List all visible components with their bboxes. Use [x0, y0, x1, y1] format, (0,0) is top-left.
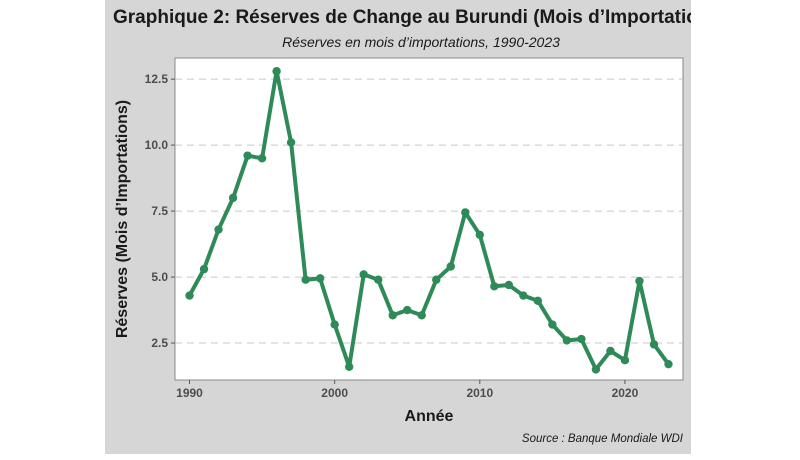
data-point [388, 311, 397, 320]
y-tick-label: 5.0 [151, 270, 168, 284]
y-axis-title: Réserves (Mois d’Importations) [114, 100, 131, 338]
data-point [199, 264, 209, 274]
data-point [432, 275, 441, 284]
x-axis-title: Année [405, 408, 454, 425]
chart-panel: Graphique 2: Réserves de Change au Burun… [105, 0, 691, 454]
data-point [620, 356, 630, 365]
gridlines [175, 78, 683, 344]
y-tick-label: 7.5 [151, 204, 168, 218]
chart-caption: Source : Banque Mondiale WDI [522, 433, 684, 445]
data-point [301, 275, 310, 284]
data-point [359, 270, 368, 279]
y-tick-label: 2.5 [151, 336, 168, 350]
data-point [649, 340, 659, 349]
data-point [664, 359, 673, 369]
x-axis-ticks: 1990 2000 2010 2020 [176, 380, 639, 400]
data-point [243, 151, 252, 160]
x-tick-label: 2020 [612, 386, 639, 400]
data-point [591, 365, 601, 374]
data-point [519, 291, 528, 300]
series-points [185, 66, 673, 374]
data-point [257, 154, 267, 163]
data-point [461, 208, 470, 217]
data-point [533, 296, 543, 306]
data-point [344, 362, 354, 372]
data-point [548, 320, 557, 329]
data-point [315, 274, 325, 283]
data-point [606, 346, 615, 356]
y-axis-ticks: 2.5 5.0 7.5 10.0 12.5 [145, 72, 175, 350]
data-point [214, 225, 223, 234]
chart: Graphique 2: Réserves de Change au Burun… [113, 7, 691, 445]
data-point [228, 193, 238, 203]
data-point [446, 262, 455, 271]
x-tick-label: 2000 [321, 386, 348, 400]
data-point [504, 280, 514, 290]
data-point [374, 275, 383, 284]
data-point [403, 305, 412, 315]
data-point [286, 138, 296, 147]
data-point [185, 291, 194, 300]
x-tick-label: 1990 [176, 386, 203, 400]
data-point [475, 230, 484, 240]
y-tick-label: 12.5 [145, 72, 169, 86]
data-point [490, 282, 499, 291]
data-point [577, 334, 586, 344]
y-tick-label: 10.0 [145, 138, 169, 152]
x-tick-label: 2010 [466, 386, 493, 400]
data-point [562, 336, 572, 345]
data-point [635, 276, 644, 286]
series-line [187, 69, 671, 372]
chart-title: Graphique 2: Réserves de Change au Burun… [113, 7, 691, 28]
data-point [272, 66, 281, 76]
data-point [330, 320, 339, 329]
chart-subtitle: Réserves en mois d’importations, 1990-20… [282, 34, 560, 50]
plot-area [174, 57, 684, 381]
data-point [417, 311, 426, 320]
